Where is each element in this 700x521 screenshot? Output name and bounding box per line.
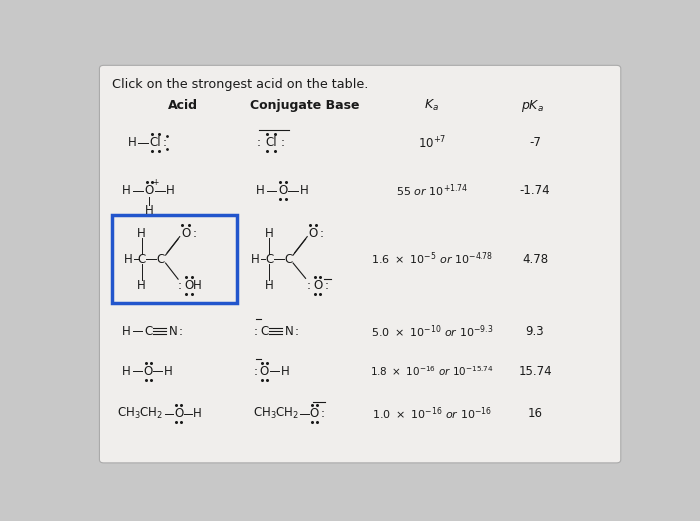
Text: :: : [193, 227, 197, 240]
Text: C: C [144, 325, 153, 338]
Text: -1.74: -1.74 [519, 184, 550, 197]
Text: -7: -7 [529, 137, 541, 149]
Text: C: C [265, 253, 274, 266]
Text: $K_a$: $K_a$ [424, 98, 440, 114]
Text: N: N [285, 325, 294, 338]
Text: H: H [193, 279, 202, 292]
Text: 4.78: 4.78 [522, 253, 548, 266]
Text: H: H [137, 279, 146, 292]
Text: 16: 16 [528, 407, 542, 420]
Text: O: O [181, 227, 190, 240]
Text: H: H [251, 253, 260, 266]
Text: :: : [295, 325, 299, 338]
Text: :: : [281, 137, 285, 149]
Text: $5.0\ \times\ 10^{-10}\ or\ 10^{-9.3}$: $5.0\ \times\ 10^{-10}\ or\ 10^{-9.3}$ [371, 323, 493, 340]
Text: H: H [265, 227, 274, 240]
Text: +: + [153, 178, 159, 187]
Text: H: H [256, 184, 265, 197]
Text: H: H [122, 184, 131, 197]
Text: H: H [137, 227, 146, 240]
Text: H: H [124, 253, 132, 266]
Text: :: : [324, 279, 328, 292]
FancyBboxPatch shape [99, 65, 621, 463]
Text: C: C [138, 253, 146, 266]
Text: Conjugate Base: Conjugate Base [250, 100, 359, 113]
Text: $\mathregular{CH_3CH_2}$: $\mathregular{CH_3CH_2}$ [253, 406, 300, 421]
Text: :: : [253, 325, 258, 338]
Text: H: H [122, 325, 131, 338]
Text: O: O [174, 407, 183, 420]
Text: :: : [253, 365, 258, 378]
Text: Acid: Acid [167, 100, 197, 113]
Text: :: : [178, 325, 183, 338]
Text: $pK_a$: $pK_a$ [521, 98, 544, 114]
Text: H: H [163, 365, 172, 378]
Text: O: O [184, 279, 194, 292]
Text: O: O [145, 184, 154, 197]
Text: :: : [163, 137, 167, 149]
Text: $1.8\ \times\ 10^{-16}\ or\ 10^{-15.74}$: $1.8\ \times\ 10^{-16}\ or\ 10^{-15.74}$ [370, 365, 494, 378]
Text: Cl: Cl [265, 137, 276, 149]
Text: $\mathregular{CH_3CH_2}$: $\mathregular{CH_3CH_2}$ [118, 406, 164, 421]
Text: H: H [122, 365, 131, 378]
Text: H: H [193, 407, 202, 420]
Text: Cl: Cl [150, 137, 161, 149]
Bar [112, 215, 237, 303]
Text: 15.74: 15.74 [518, 365, 552, 378]
Text: 9.3: 9.3 [526, 325, 545, 338]
Text: :: : [178, 279, 182, 292]
Text: $1.0\ \times\ 10^{-16}\ or\ 10^{-16}$: $1.0\ \times\ 10^{-16}\ or\ 10^{-16}$ [372, 405, 492, 422]
Text: :: : [321, 407, 324, 420]
Text: O: O [278, 184, 288, 197]
Text: O: O [309, 227, 318, 240]
Text: $10^{+7}$: $10^{+7}$ [418, 134, 446, 151]
Text: :: : [257, 137, 261, 149]
Text: H: H [300, 184, 309, 197]
Text: :: : [307, 279, 311, 292]
Text: H: H [265, 279, 274, 292]
Text: O: O [313, 279, 322, 292]
Text: $55\ or\ 10^{+1.74}$: $55\ or\ 10^{+1.74}$ [396, 182, 468, 199]
Text: O: O [309, 407, 319, 420]
Text: O: O [144, 365, 153, 378]
Text: N: N [169, 325, 178, 338]
Text: $1.6\ \times\ 10^{-5}\ or\ 10^{-4.78}$: $1.6\ \times\ 10^{-5}\ or\ 10^{-4.78}$ [371, 251, 493, 267]
Text: C: C [284, 253, 293, 266]
Text: H: H [127, 137, 136, 149]
Text: C: C [157, 253, 165, 266]
Text: C: C [260, 325, 269, 338]
Text: H: H [145, 204, 154, 217]
Text: Click on the strongest acid on the table.: Click on the strongest acid on the table… [112, 78, 368, 91]
Text: O: O [260, 365, 269, 378]
Text: H: H [281, 365, 290, 378]
Text: :: : [320, 227, 324, 240]
Text: H: H [166, 184, 174, 197]
